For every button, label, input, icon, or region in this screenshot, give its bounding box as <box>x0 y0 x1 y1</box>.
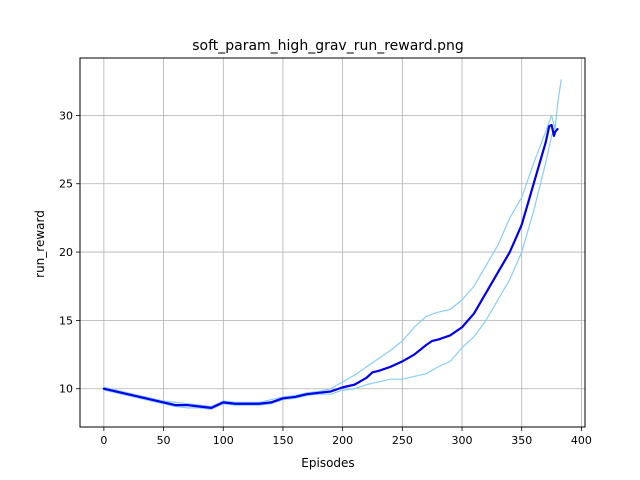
plot-area: 0 50 100 150 200 250 300 350 400 10 15 20 25 30 soft… <box>33 38 592 470</box>
axes-frame <box>79 57 586 428</box>
y-tick-label: 15 <box>59 314 73 327</box>
mean-series-line <box>102 123 559 409</box>
y-axis-ticks: 10 15 20 25 30 <box>59 109 80 396</box>
x-tick-label: 0 <box>100 434 107 447</box>
chart-title: soft_param_high_grav_run_reward.png <box>192 38 464 54</box>
x-tick-label: 400 <box>571 434 592 447</box>
x-axis-ticks: 0 50 100 150 200 250 300 350 400 <box>100 427 592 447</box>
y-axis-label: run_reward <box>33 210 47 278</box>
x-tick-label: 150 <box>272 434 293 447</box>
grid-lines <box>80 58 585 427</box>
series-layer <box>102 79 562 410</box>
y-tick-label: 30 <box>59 109 73 122</box>
y-tick-label: 25 <box>59 178 73 191</box>
x-tick-label: 250 <box>392 434 413 447</box>
x-tick-label: 350 <box>511 434 532 447</box>
upper-series-line <box>103 79 562 408</box>
x-tick-label: 50 <box>157 434 171 447</box>
lower-series-line <box>103 125 556 410</box>
x-tick-label: 100 <box>213 434 234 447</box>
x-axis-label: Episodes <box>301 456 354 470</box>
x-tick-label: 200 <box>332 434 353 447</box>
y-tick-label: 10 <box>59 383 73 396</box>
y-tick-label: 20 <box>59 246 73 259</box>
x-tick-label: 300 <box>452 434 473 447</box>
